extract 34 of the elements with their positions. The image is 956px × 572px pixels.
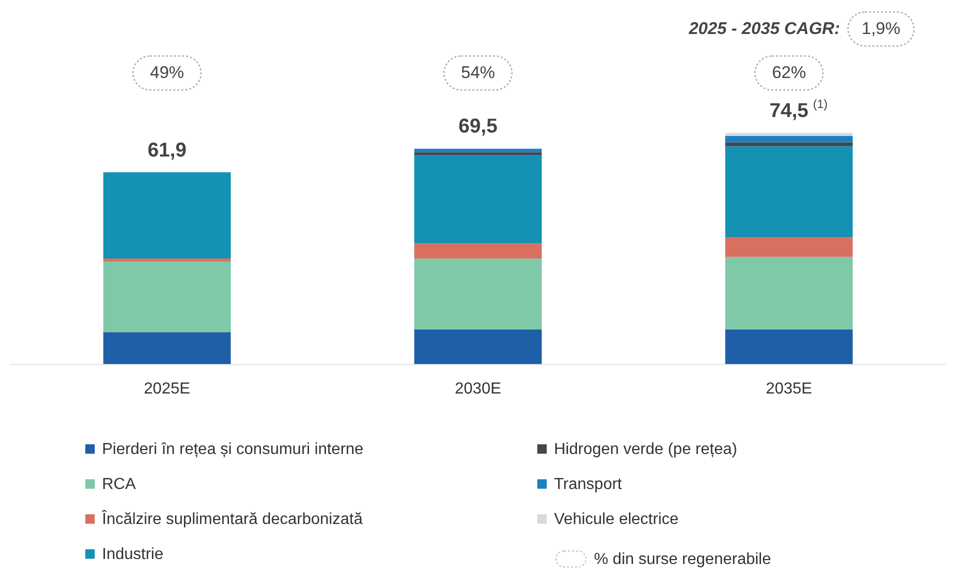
annotation: 61,9 — [148, 139, 187, 162]
bar — [725, 133, 853, 136]
bar — [414, 242, 542, 259]
text: 62% — [772, 63, 806, 82]
bar — [725, 329, 853, 364]
legend-label: Încălzire suplimentară decarbonizată — [101, 510, 363, 528]
bar — [103, 261, 231, 332]
bar — [725, 236, 853, 257]
bar — [414, 155, 542, 243]
bar — [103, 258, 231, 262]
legend-label: RCA — [102, 476, 136, 493]
bar — [103, 332, 231, 364]
bar — [103, 172, 231, 258]
bar — [414, 329, 542, 364]
text: 54% — [460, 63, 496, 82]
bar — [725, 136, 853, 142]
annotation: 69,5 — [458, 116, 498, 138]
text: 49% — [150, 63, 184, 82]
x-tick-label: 2025E — [144, 380, 190, 398]
text: % din surse regenerabile — [594, 551, 772, 568]
legend-label: Hidrogen verde (pe rețea) — [554, 441, 738, 458]
bar — [414, 152, 542, 156]
bar — [414, 148, 542, 152]
legend-label: Vehicule electrice — [554, 511, 679, 528]
text: 74,5(1) — [769, 97, 828, 122]
x-tick-label: 2035E — [766, 380, 812, 398]
legend-label: Transport — [554, 476, 622, 493]
bar — [725, 256, 853, 330]
text: 2025 - 2035 CAGR: 1,9% — [688, 19, 900, 38]
legend-label: Pierderi în rețea și consumuri interne — [102, 441, 364, 458]
x-tick-label: 2030E — [454, 380, 502, 398]
bar — [725, 146, 853, 237]
bar — [414, 258, 542, 330]
legend-label: Industrie — [102, 546, 164, 563]
